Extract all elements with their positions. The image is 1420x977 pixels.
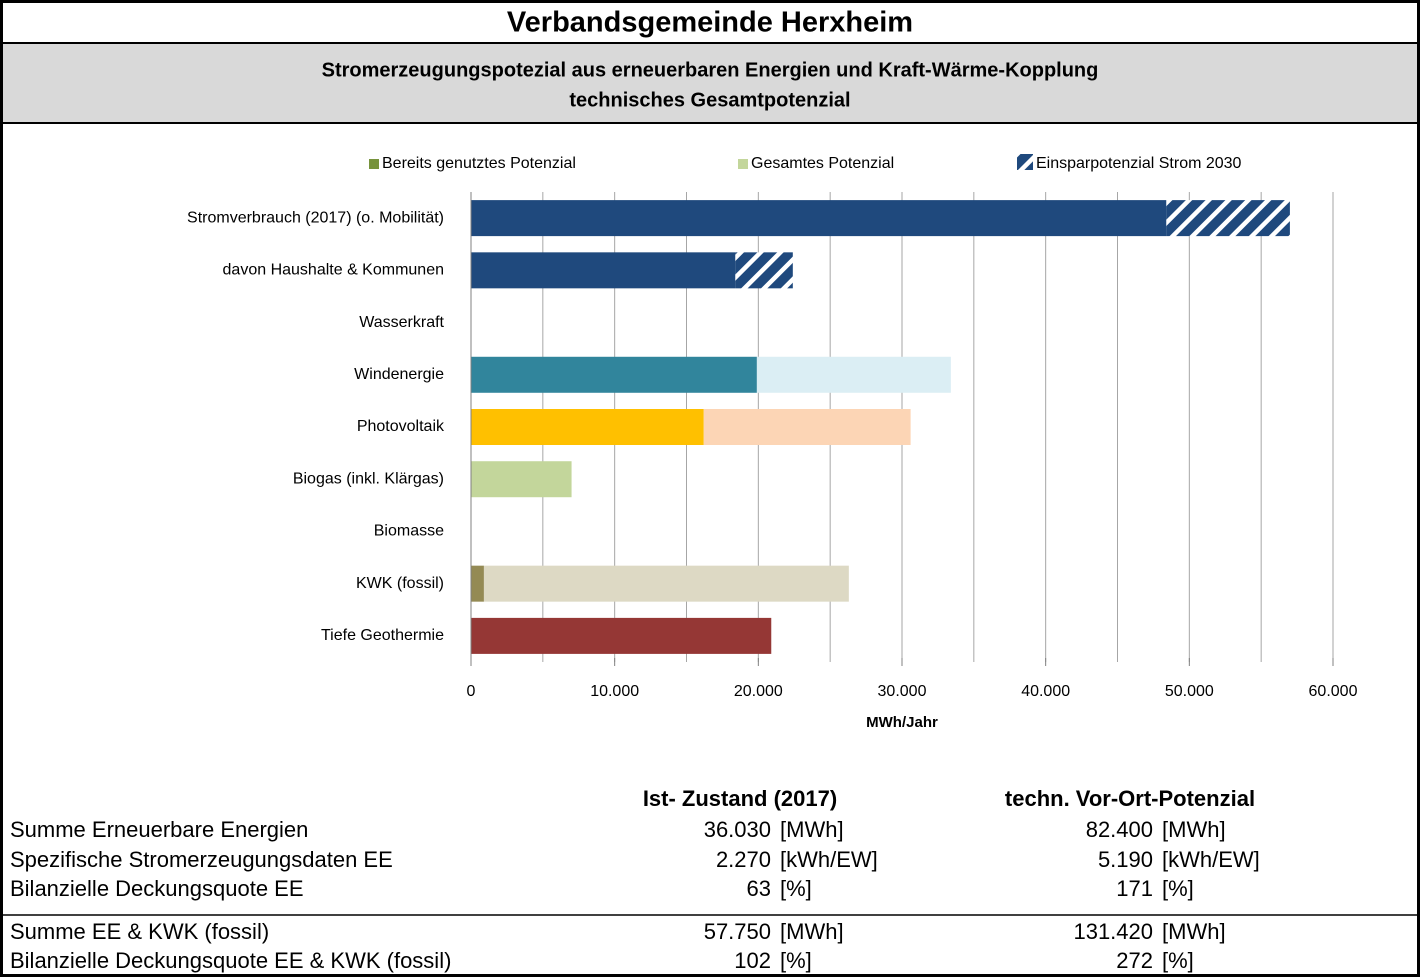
cell-unit: [MWh]: [1162, 919, 1226, 944]
subtitle-band: [0, 43, 1420, 123]
y-tick-label: Wasserkraft: [359, 314, 444, 331]
y-tick-label: Biomasse: [374, 523, 444, 540]
x-tick-label: 20.000: [734, 683, 783, 700]
cell-value: 57.750: [704, 919, 771, 944]
bar-segment: [756, 356, 951, 393]
legend-swatch: [1017, 154, 1033, 170]
cell-unit: [%]: [1162, 876, 1194, 901]
y-tick-label: Photovoltaik: [357, 418, 445, 435]
row-label: Bilanzielle Deckungsquote EE & KWK (foss…: [10, 948, 451, 973]
x-axis-label: MWh/Jahr: [866, 714, 938, 731]
bar-segment: [471, 252, 736, 289]
bar-segment: [1166, 200, 1290, 237]
bar-segment: [471, 409, 704, 445]
x-tick-label: 40.000: [1021, 683, 1070, 700]
table: Ist- Zustand (2017) techn. Vor-Ort-Potenz…: [10, 786, 1260, 973]
cell-unit: [%]: [780, 876, 812, 901]
cell-value: 82.400: [1086, 817, 1153, 842]
bar-segment: [483, 565, 849, 602]
bar-segment: [471, 200, 1167, 237]
cell-unit: [kWh/EW]: [780, 847, 878, 872]
row-label: Spezifische Stromerzeugungsdaten EE: [10, 847, 393, 872]
cell-unit: [kWh/EW]: [1162, 847, 1260, 872]
y-tick-label: davon Haushalte & Kommunen: [223, 262, 444, 279]
cell-value: 272: [1116, 948, 1153, 973]
cell-unit: [MWh]: [1162, 817, 1226, 842]
cell-value: 5.190: [1098, 847, 1153, 872]
y-tick-label: Stromverbrauch (2017) (o. Mobilität): [187, 209, 444, 226]
y-tick-label: Tiefe Geothermie: [321, 627, 444, 644]
bar-segment: [471, 617, 772, 654]
chart-title: Verbandsgemeinde Herxheim: [507, 7, 913, 39]
y-tick-label: KWK (fossil): [356, 575, 444, 592]
cell-unit: [%]: [1162, 948, 1194, 973]
cell-unit: [MWh]: [780, 919, 844, 944]
x-tick-label: 30.000: [878, 683, 927, 700]
cell-unit: [MWh]: [780, 817, 844, 842]
bar-segment: [471, 565, 484, 602]
bars: [471, 200, 1290, 654]
row-label: Bilanzielle Deckungsquote EE: [10, 876, 304, 901]
row-label: Summe EE & KWK (fossil): [10, 919, 269, 944]
bar-segment: [471, 356, 757, 393]
axes: Stromverbrauch (2017) (o. Mobilität) davo…: [187, 192, 1358, 731]
bar-segment: [735, 252, 793, 289]
legend: Bereits genutztes Potenzial Gesamtes Pote…: [369, 154, 1242, 172]
table-header: Ist- Zustand (2017): [643, 786, 837, 811]
bar-segment: [471, 461, 572, 498]
legend-label: Gesamtes Potenzial: [751, 155, 894, 172]
cell-value: 131.420: [1073, 919, 1153, 944]
legend-label: Bereits genutztes Potenzial: [382, 155, 576, 172]
legend-swatch: [369, 159, 379, 169]
cell-value: 36.030: [704, 817, 771, 842]
x-tick-label: 10.000: [590, 683, 639, 700]
bar-segment: [703, 409, 911, 445]
x-tick-label: 50.000: [1165, 683, 1214, 700]
table-header: techn. Vor-Ort-Potenzial: [1005, 786, 1255, 811]
cell-value: 63: [747, 876, 771, 901]
chart-subtitle: technisches Gesamtpotenzial: [569, 89, 850, 111]
cell-value: 171: [1116, 876, 1153, 901]
row-label: Summe Erneuerbare Energien: [10, 817, 308, 842]
chart-subtitle: Stromerzeugungspotezial aus erneuerbaren…: [322, 59, 1099, 81]
y-tick-label: Windenergie: [354, 366, 444, 383]
legend-swatch: [738, 159, 748, 169]
cell-unit: [%]: [780, 948, 812, 973]
legend-label: Einsparpotenzial Strom 2030: [1036, 155, 1242, 172]
x-tick-label: 0: [467, 683, 476, 700]
cell-value: 102: [734, 948, 771, 973]
cell-value: 2.270: [716, 847, 771, 872]
x-tick-label: 60.000: [1309, 683, 1358, 700]
y-tick-label: Biogas (inkl. Klärgas): [293, 470, 444, 487]
